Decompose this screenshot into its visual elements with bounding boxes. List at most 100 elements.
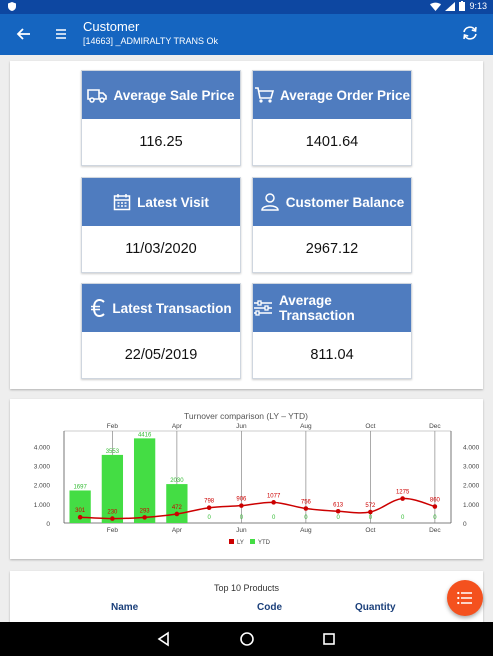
ly-point: [368, 509, 373, 515]
column-header-quantity[interactable]: Quantity: [355, 602, 396, 613]
kpi-label: Latest Visit: [137, 194, 209, 210]
user-icon: [260, 193, 279, 211]
x-tick-label-top: Oct: [365, 423, 375, 430]
cart-icon: [254, 87, 274, 103]
ly-point-label: 756: [301, 500, 312, 506]
ytd-bar-label: 3553: [106, 449, 120, 455]
shield-icon: [8, 2, 16, 11]
x-tick-label-bottom: Aug: [300, 527, 312, 534]
ytd-bar-label: 4416: [138, 432, 152, 438]
sliders-icon: [254, 300, 272, 316]
y-tick-label-left: 2.000: [34, 483, 51, 490]
ytd-bar: [166, 484, 188, 523]
back-arrow-icon[interactable]: [14, 24, 34, 44]
x-tick-label-top: Apr: [172, 423, 183, 430]
ytd-bar-label: 0: [336, 515, 340, 521]
y-tick-label-right: 0: [463, 521, 467, 528]
ytd-bar-label: 0: [369, 515, 373, 521]
kpi-customer-balance: Customer Balance 2967.12: [252, 177, 412, 273]
nav-recents-icon[interactable]: [321, 631, 337, 647]
kpi-average-transaction: Average Transaction 811.04: [252, 283, 412, 379]
euro-icon: [91, 298, 106, 318]
ytd-bar-label: 1697: [73, 484, 87, 490]
column-header-code[interactable]: Code: [257, 602, 282, 613]
x-tick-label-bottom: Feb: [107, 527, 119, 534]
kpi-latest-visit: Latest Visit 11/03/2020: [81, 177, 241, 273]
ly-point-label: 860: [430, 498, 441, 504]
x-tick-label-bottom: Jun: [236, 527, 247, 534]
x-tick-label-top: Aug: [300, 423, 312, 430]
ly-point-label: 293: [140, 508, 151, 514]
kpi-average-order-price: Average Order Price 1401.64: [252, 70, 412, 166]
chart-title: Turnover comparison (LY – YTD): [184, 411, 308, 421]
x-tick-label-top: Feb: [107, 423, 119, 430]
ly-point-label: 798: [204, 499, 215, 505]
turnover-chart: Turnover comparison (LY – YTD) 0 0 1.000 1.0…: [34, 411, 480, 546]
ytd-bar-label: 0: [207, 515, 211, 521]
kpi-label: Average Sale Price: [113, 87, 235, 103]
app-bar: Customer [14663] _ADMIRALTY TRANS Ok: [0, 14, 493, 55]
nav-back-icon[interactable]: [156, 631, 172, 647]
ly-point: [77, 514, 83, 520]
y-tick-label-right: 4.000: [463, 444, 480, 451]
calendar-icon: [113, 194, 131, 211]
ly-point: [303, 506, 309, 511]
legend-swatch-ly: [229, 539, 234, 544]
y-tick-label-right: 1.000: [463, 502, 480, 509]
top-products-title: Top 10 Products: [213, 583, 280, 593]
legend-label-ly: LY: [237, 540, 244, 546]
clock: 9:13: [469, 1, 487, 11]
ly-point: [206, 505, 212, 511]
ly-point: [400, 496, 405, 501]
kpi-label: Average Transaction: [279, 293, 355, 323]
turnover-chart-panel: Turnover comparison (LY – YTD) 0 0 1.000 1.0…: [10, 399, 483, 559]
top-products-panel: Top 10 Products Name Code Quantity: [10, 571, 483, 631]
ly-point: [110, 516, 115, 521]
status-bar: 9:13: [0, 0, 493, 14]
ytd-bar-label: 2030: [170, 478, 184, 484]
ytd-bar-label: 0: [401, 515, 405, 521]
page-title: Customer: [83, 19, 140, 34]
kpi-value: 811.04: [310, 347, 354, 363]
ly-point-label: 906: [236, 497, 247, 503]
y-tick-label-left: 0: [46, 521, 50, 528]
ly-point: [174, 511, 180, 517]
signal-icon: [445, 1, 456, 11]
column-header-name[interactable]: Name: [111, 602, 139, 613]
y-tick-label-left: 4.000: [34, 444, 51, 451]
ly-point-label: 613: [333, 502, 344, 508]
kpi-average-sale-price: Average Sale Price 116.25: [81, 70, 241, 166]
ly-point-label: 572: [365, 503, 376, 509]
kpi-value: 22/05/2019: [124, 347, 198, 363]
ly-point: [335, 508, 341, 514]
ytd-bar-label: 0: [304, 515, 308, 521]
list-fab-button[interactable]: [447, 580, 483, 616]
hamburger-menu-icon[interactable]: [52, 24, 72, 44]
ly-point-label: 472: [172, 505, 183, 511]
ytd-bar-label: 0: [240, 515, 244, 521]
ly-point: [432, 504, 438, 509]
kpi-value: 116.25: [139, 134, 183, 150]
kpi-value: 11/03/2020: [125, 241, 197, 257]
ly-point: [239, 503, 244, 508]
y-tick-label-right: 2.000: [463, 483, 480, 490]
ly-line: [80, 497, 436, 520]
battery-icon: [459, 1, 466, 11]
truck-icon: [87, 89, 108, 103]
legend-swatch-ytd: [250, 539, 255, 544]
wifi-icon: [430, 2, 442, 11]
x-tick-label-top: Jun: [236, 423, 247, 430]
ly-point: [142, 515, 147, 520]
legend-label-ytd: YTD: [258, 540, 271, 546]
kpi-label: Average Order Price: [279, 87, 411, 103]
ly-point-label: 1275: [396, 490, 410, 496]
refresh-icon[interactable]: [461, 24, 479, 42]
y-tick-label-left: 3.000: [34, 464, 51, 471]
x-tick-label-bottom: Dec: [429, 527, 441, 534]
ytd-bar-label: 0: [433, 515, 437, 521]
kpi-latest-transaction: Latest Transaction 22/05/2019: [81, 283, 241, 379]
ytd-bar: [101, 454, 124, 523]
page-subtitle: [14663] _ADMIRALTY TRANS Ok: [83, 36, 219, 46]
ly-point: [271, 500, 276, 505]
nav-home-icon[interactable]: [239, 631, 255, 647]
